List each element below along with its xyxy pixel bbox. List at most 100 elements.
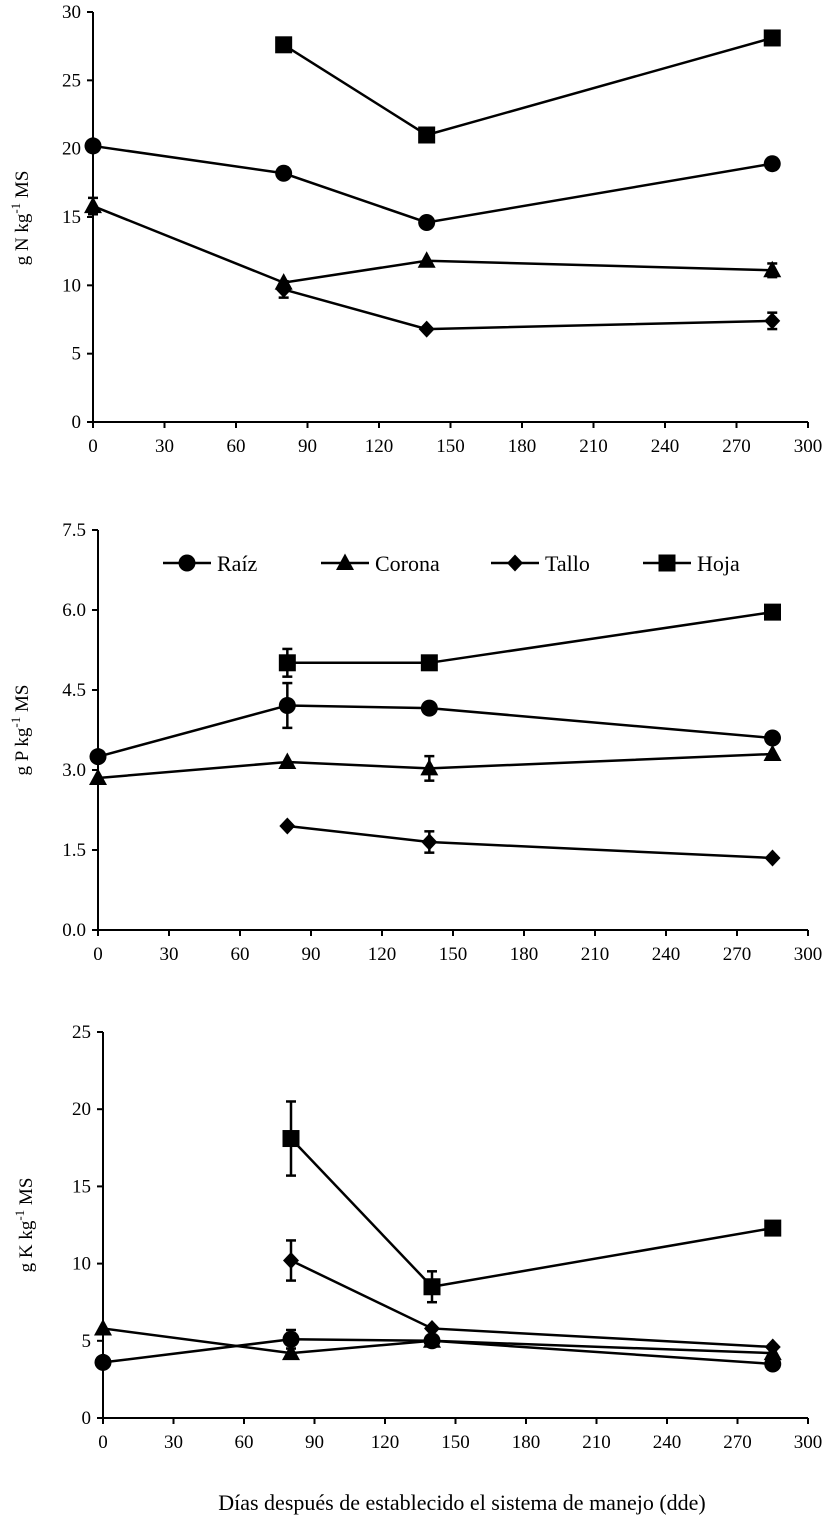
y-tick-label: 30 xyxy=(62,2,81,23)
data-point-tallo xyxy=(279,817,296,835)
data-point-tallo xyxy=(283,1252,299,1270)
x-tick-label: 150 xyxy=(439,944,468,965)
x-tick-label: 90 xyxy=(298,436,317,457)
data-point-corona xyxy=(763,260,782,278)
data-point-raiz xyxy=(278,696,296,714)
legend-marker-circle xyxy=(178,554,196,572)
series-line-raiz xyxy=(97,704,773,758)
x-tick-label: 240 xyxy=(653,1432,682,1453)
x-tick-label: 30 xyxy=(164,1432,183,1453)
panel-potassium: 0 5 10 15 20 25 0 30 60 90 120 150 180 210 240 270 300 g … xyxy=(12,1022,822,1453)
series-line-tallo xyxy=(287,824,773,860)
data-point-corona xyxy=(84,196,102,214)
y-axis-title: g K kg-1 MS xyxy=(12,1178,37,1273)
y-tick-label: 1.5 xyxy=(62,840,86,861)
data-point-hoja xyxy=(275,36,293,54)
data-point-tallo xyxy=(418,320,435,338)
legend-marker-diamond xyxy=(507,554,523,572)
series-raiz xyxy=(84,137,781,231)
x-tick-label: 240 xyxy=(651,436,680,457)
x-tick-label: 270 xyxy=(723,1432,752,1453)
x-tick-label: 210 xyxy=(582,1432,611,1453)
x-tick-label: 30 xyxy=(155,436,174,457)
x-tick-label: 180 xyxy=(510,944,539,965)
data-point-hoja xyxy=(764,1219,782,1237)
y-axis-title-unit: MS xyxy=(16,1178,37,1210)
data-point-hoja xyxy=(764,603,781,621)
data-point-tallo xyxy=(764,312,781,330)
data-point-corona xyxy=(278,752,297,769)
y-tick-label: 5 xyxy=(72,344,82,365)
x-tick-label: 0 xyxy=(93,944,103,965)
data-point-raiz xyxy=(282,1330,300,1348)
data-point-raiz xyxy=(764,1355,782,1373)
series-line-corona xyxy=(92,204,773,284)
y-tick-label: 15 xyxy=(62,207,81,228)
x-tick-label: 270 xyxy=(722,436,751,457)
y-axis-title-superscript: -1 xyxy=(8,717,23,728)
y-tick-label: 10 xyxy=(72,1254,91,1275)
data-point-hoja xyxy=(423,1278,441,1296)
legend-marker-triangle xyxy=(336,553,354,570)
data-point-raiz xyxy=(94,1353,112,1371)
series-hoja xyxy=(278,603,781,678)
y-tick-label: 4.5 xyxy=(62,680,86,701)
y-tick-label: 20 xyxy=(72,1099,91,1120)
data-point-hoja xyxy=(763,29,781,47)
legend-label: Raíz xyxy=(217,551,258,576)
data-point-corona xyxy=(417,251,436,268)
y-tick-label: 20 xyxy=(62,139,81,160)
x-tick-label: 30 xyxy=(160,944,179,965)
y-tick-label: 25 xyxy=(72,1022,91,1043)
y-axis-title-unit: MS xyxy=(12,171,33,203)
x-tick-label: 300 xyxy=(794,436,823,457)
data-point-raiz xyxy=(275,164,293,182)
series-corona xyxy=(84,196,782,290)
data-point-raiz xyxy=(84,137,102,155)
series-line-hoja xyxy=(282,36,773,137)
series-hoja xyxy=(282,1100,782,1304)
y-axis-title-unit: MS xyxy=(12,685,33,717)
data-point-raiz xyxy=(763,155,781,173)
y-tick-label: 7.5 xyxy=(62,520,86,541)
x-tick-label: 60 xyxy=(231,944,250,965)
series-raiz xyxy=(89,681,781,766)
y-axis-title-main: g K kg xyxy=(16,1220,37,1272)
series-corona xyxy=(89,744,782,785)
series-tallo xyxy=(275,279,781,338)
x-tick-label: 300 xyxy=(794,944,823,965)
x-tick-label: 60 xyxy=(235,1432,254,1453)
y-axis-title-superscript: -1 xyxy=(8,203,23,214)
x-tick-label: 90 xyxy=(302,944,321,965)
y-axis-title: g P kg-1 MS xyxy=(8,685,33,776)
series-line-raiz xyxy=(102,1338,773,1366)
x-tick-label: 270 xyxy=(723,944,752,965)
data-point-hoja xyxy=(282,1130,300,1148)
series-line-corona xyxy=(102,1327,773,1355)
data-point-raiz xyxy=(89,748,107,766)
legend: Raíz Corona Tallo Hoja xyxy=(163,551,740,576)
legend-label: Corona xyxy=(375,551,440,576)
legend-marker-square xyxy=(658,554,676,572)
series-line-hoja xyxy=(290,1137,773,1289)
y-tick-label: 25 xyxy=(62,70,81,91)
data-point-corona xyxy=(763,744,782,761)
x-tick-label: 150 xyxy=(436,436,465,457)
panel-phosphorus: 0.0 1.5 3.0 4.5 6.0 7.5 0 30 60 90 120 150 180 210 240… xyxy=(8,520,822,965)
series-line-raiz xyxy=(92,144,773,224)
y-tick-label: 5 xyxy=(82,1331,92,1352)
data-point-hoja xyxy=(418,126,436,144)
y-axis-title-main: g P kg xyxy=(12,727,33,775)
data-point-corona xyxy=(420,758,439,776)
x-tick-label: 180 xyxy=(512,1432,541,1453)
series-tallo xyxy=(279,817,781,867)
y-axis-title: g N kg-1 MS xyxy=(8,171,33,266)
data-point-hoja xyxy=(278,654,296,672)
x-tick-label: 240 xyxy=(652,944,681,965)
y-tick-label: 6.0 xyxy=(62,600,86,621)
x-tick-label: 0 xyxy=(88,436,98,457)
x-tick-label: 210 xyxy=(581,944,610,965)
x-axis-title: Días después de establecido el sistema d… xyxy=(218,1490,706,1515)
